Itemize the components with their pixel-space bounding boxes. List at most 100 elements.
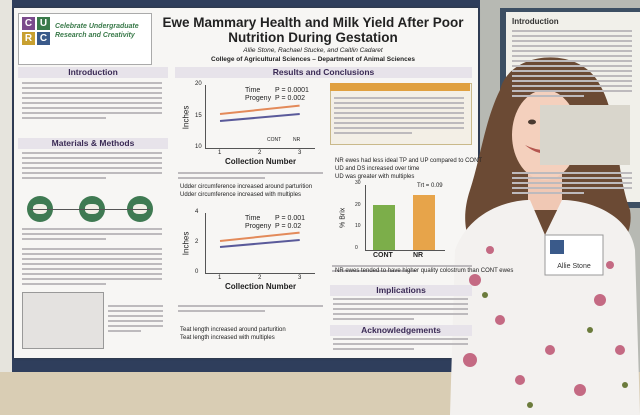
text-line xyxy=(22,172,162,174)
section-header: Results and Conclusions xyxy=(175,67,472,78)
bar xyxy=(373,205,395,250)
text-line xyxy=(512,30,632,32)
x-axis xyxy=(205,273,315,274)
text-line xyxy=(512,182,632,184)
text-line xyxy=(512,40,632,42)
text-line xyxy=(108,325,163,327)
text-line xyxy=(512,90,632,92)
text-line xyxy=(333,318,414,320)
text-line xyxy=(333,348,414,350)
leaf-print xyxy=(482,292,628,408)
text-line xyxy=(512,95,584,97)
bullet: Udder circumference increased with multi… xyxy=(180,192,302,198)
text-line xyxy=(332,270,416,272)
bullet: Udder circumference increased around par… xyxy=(180,184,313,190)
text-line xyxy=(512,192,584,194)
text-line xyxy=(22,278,162,280)
fringe xyxy=(512,76,580,105)
poster-title: Ewe Mammary Health and Milk Yield After … xyxy=(162,15,464,45)
stat-label: Time xyxy=(245,87,261,94)
text-line xyxy=(22,233,162,235)
text-line xyxy=(334,112,464,114)
x-tick-label: 2 xyxy=(258,150,262,156)
text-line xyxy=(22,102,162,104)
text-line xyxy=(512,187,632,189)
stat-label: Progeny xyxy=(245,95,272,102)
legend-label: NR xyxy=(293,137,301,143)
logo-letter: U xyxy=(37,17,50,30)
text-line xyxy=(512,177,632,179)
logo-letter: R xyxy=(22,32,35,45)
y-tick-label: 15 xyxy=(195,112,202,119)
legend-label: CONT xyxy=(267,137,282,143)
y-axis xyxy=(205,213,206,273)
x-axis xyxy=(365,250,445,251)
name-tag-logo xyxy=(550,240,564,254)
text-line xyxy=(512,55,632,57)
text-line xyxy=(22,253,162,255)
y-axis-label: % Brix xyxy=(339,207,347,228)
stat-label: Time xyxy=(245,215,261,222)
floral-print xyxy=(463,246,625,396)
y-tick-label: 20 xyxy=(355,201,361,208)
text-line xyxy=(22,92,162,94)
stat-label: P = 0.002 xyxy=(275,95,306,102)
text-line xyxy=(512,60,632,62)
text-line xyxy=(108,310,163,312)
text-line xyxy=(333,308,468,310)
bullet: Teat length increased around parturition xyxy=(180,327,286,333)
text-line xyxy=(334,122,464,124)
y-axis-label: Inches xyxy=(181,231,191,256)
text-line xyxy=(22,177,106,179)
udder-diagram xyxy=(22,292,104,349)
text-line xyxy=(22,228,162,230)
section-header: Introduction xyxy=(18,67,168,78)
text-line xyxy=(22,238,106,240)
text-line xyxy=(22,107,162,109)
text-line xyxy=(178,177,265,179)
side-section-header: Introduction xyxy=(512,17,559,26)
poster-edge xyxy=(0,0,12,372)
bullet: UD and DS increased over time xyxy=(335,166,420,172)
y-tick-label: 10 xyxy=(195,144,202,150)
text-line xyxy=(22,167,162,169)
x-axis xyxy=(205,148,315,149)
text-line xyxy=(108,305,163,307)
text-line xyxy=(22,162,162,164)
text-line xyxy=(512,65,632,67)
table-header xyxy=(330,83,470,91)
bullet: NR ewes tended to have higher quality co… xyxy=(335,268,514,274)
text-line xyxy=(22,248,162,250)
x-tick-label: 2 xyxy=(258,275,262,281)
text-line xyxy=(512,35,632,37)
x-tick-label: 1 xyxy=(218,150,222,156)
text-line xyxy=(333,338,468,340)
text-line xyxy=(512,75,632,77)
text-line xyxy=(512,50,632,52)
poster-affiliation: College of Agricultural Sciences – Depar… xyxy=(211,56,415,63)
y-tick-label: 0 xyxy=(195,269,199,275)
text-line xyxy=(22,82,162,84)
logo-text: Celebrate Undergraduate Research and Cre… xyxy=(55,23,139,39)
text-line xyxy=(178,305,323,307)
text-line xyxy=(334,107,464,109)
text-line xyxy=(334,127,464,129)
bullet: NR ewes had less ideal TP and UP compare… xyxy=(335,158,483,164)
y-tick-label: 4 xyxy=(195,209,199,215)
stat-label: P = 0.0001 xyxy=(275,87,309,94)
text-line xyxy=(334,132,412,134)
text-line xyxy=(333,298,468,300)
y-tick-label: 10 xyxy=(355,223,361,230)
x-axis-label: Collection Number xyxy=(225,282,297,291)
text-line xyxy=(22,258,162,260)
x-tick-label: 3 xyxy=(298,150,302,156)
stat-label: Progeny xyxy=(245,223,272,230)
y-tick-label: 20 xyxy=(195,81,202,87)
text-line xyxy=(334,102,464,104)
y-axis-label: Inches xyxy=(181,105,191,129)
text-line xyxy=(334,97,464,99)
text-line xyxy=(512,172,632,174)
stat-label: P = 0.001 xyxy=(275,215,306,222)
text-line xyxy=(22,117,106,119)
